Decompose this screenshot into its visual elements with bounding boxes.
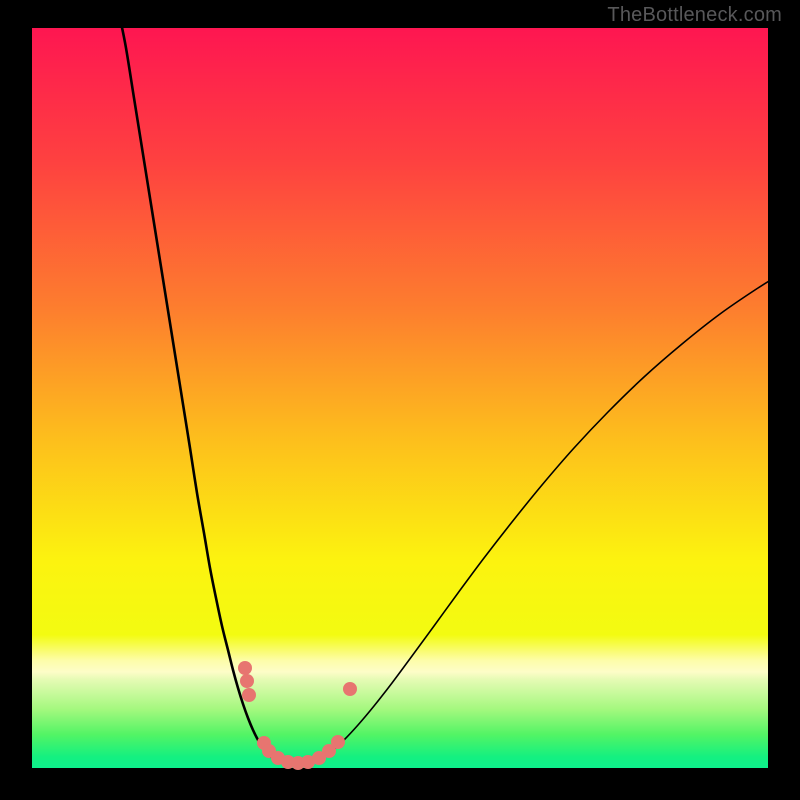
data-marker (242, 688, 256, 702)
data-marker (331, 735, 345, 749)
watermark-text: TheBottleneck.com (607, 4, 782, 27)
data-markers (238, 661, 357, 770)
data-marker (238, 661, 252, 675)
data-marker (240, 674, 254, 688)
curve-left-branch (120, 18, 297, 765)
data-marker (343, 682, 357, 696)
bottleneck-curve (32, 28, 768, 768)
curve-right-branch (297, 272, 784, 765)
chart-plot-area (32, 28, 768, 768)
